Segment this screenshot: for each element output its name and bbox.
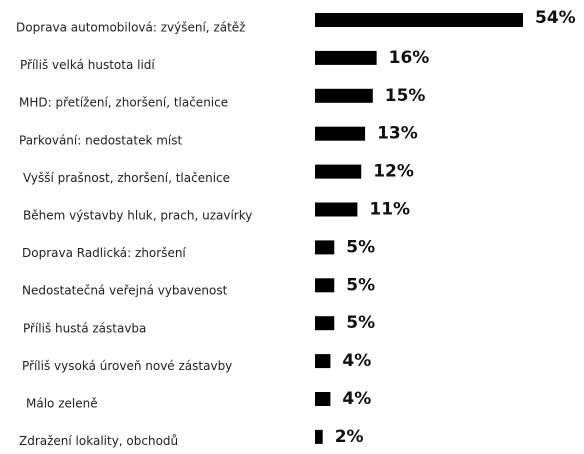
value-label: 11% <box>369 200 410 220</box>
bar <box>315 354 331 369</box>
category-label: Parkování: nedostatek míst <box>19 133 182 147</box>
value-label: 5% <box>346 237 375 257</box>
bar <box>315 50 377 65</box>
bar <box>315 164 362 179</box>
value-label: 15% <box>385 86 426 106</box>
category-label: Nedostatečná veřejná vybavenost <box>22 284 228 298</box>
category-label: Doprava automobilová: zvýšení, zátěž <box>16 21 245 35</box>
value-label: 4% <box>342 389 371 409</box>
value-label: 5% <box>346 275 375 295</box>
category-label: Zdražení lokality, obchodů <box>19 434 178 448</box>
value-label: 54% <box>535 8 576 28</box>
category-label: Příliš hustá zástavba <box>23 321 146 335</box>
bar <box>315 392 331 406</box>
value-label: 2% <box>335 427 364 447</box>
value-label: 5% <box>346 313 375 333</box>
category-label: Málo zeleně <box>26 397 98 411</box>
value-label: 12% <box>373 162 414 182</box>
category-label: Během výstavby hluk, prach, uzavírky <box>23 209 252 223</box>
category-label: Příliš velká hustota lidí <box>20 58 155 72</box>
bar <box>315 202 358 217</box>
category-label: MHD: přetížení, zhoršení, tlačenice <box>19 96 228 110</box>
bar <box>315 13 523 27</box>
bar <box>315 126 366 141</box>
value-label: 13% <box>377 124 418 144</box>
value-label: 4% <box>342 351 371 371</box>
bar <box>315 316 335 331</box>
category-label: Příliš vysoká úroveň nové zástavby <box>22 359 232 373</box>
bar <box>315 278 335 293</box>
bar <box>315 240 335 255</box>
category-label: Vyšší prašnost, zhoršení, tlačenice <box>23 171 230 185</box>
bar <box>315 429 323 444</box>
bar <box>315 88 373 103</box>
value-label: 16% <box>389 48 430 68</box>
category-label: Doprava Radlická: zhoršení <box>22 246 186 260</box>
